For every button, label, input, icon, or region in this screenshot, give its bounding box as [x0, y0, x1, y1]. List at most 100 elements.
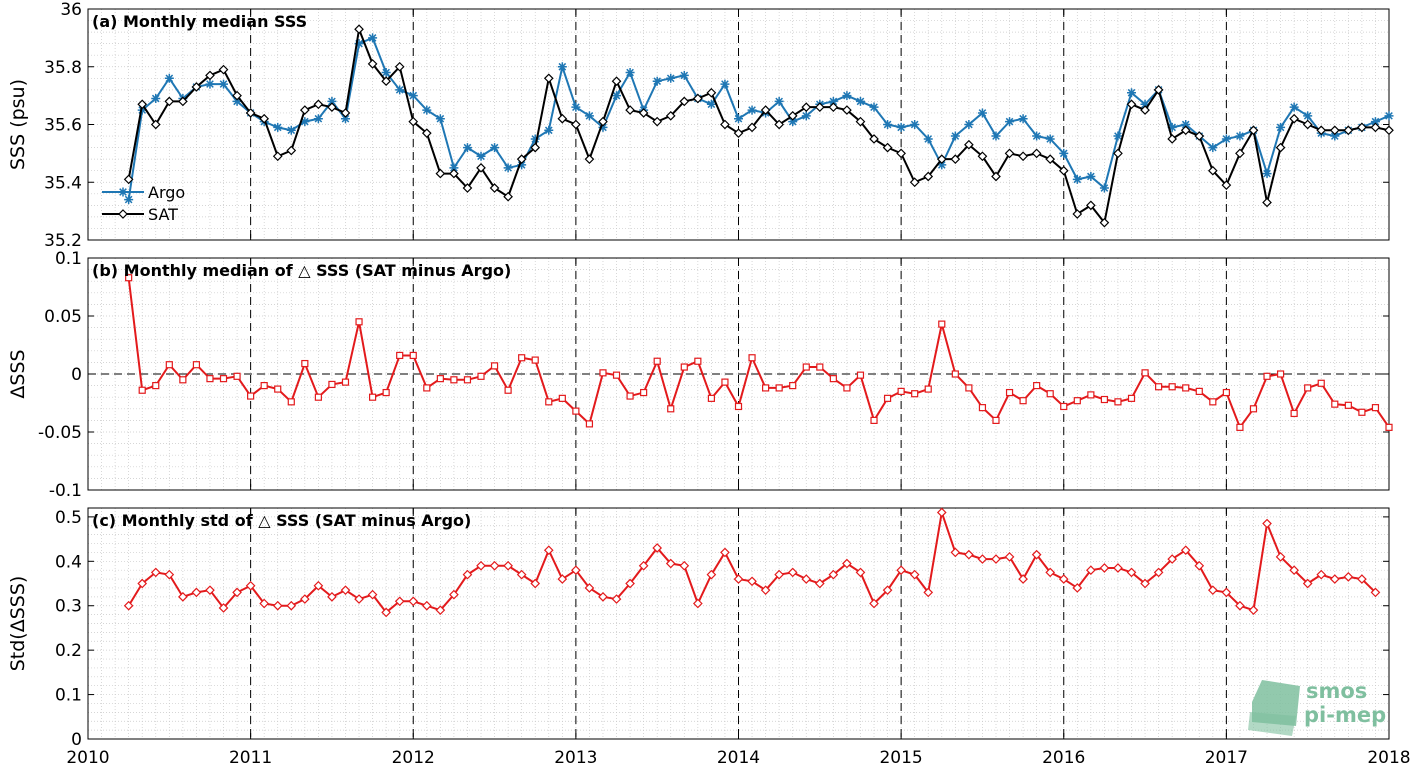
data-point: [1046, 390, 1054, 398]
data-point: [611, 594, 622, 604]
data-point: [1329, 574, 1340, 584]
data-point: [489, 183, 500, 193]
data-point: [1344, 401, 1352, 409]
logo-mark-lower: [1248, 712, 1296, 736]
data-point: [408, 91, 418, 101]
data-point: [760, 105, 771, 115]
data-point: [1032, 131, 1042, 141]
data-point: [206, 375, 214, 383]
data-point: [354, 594, 364, 604]
data-point: [1045, 567, 1056, 578]
data-point: [354, 39, 364, 49]
data-point: [164, 73, 174, 83]
data-point: [1370, 587, 1381, 598]
data-point: [327, 96, 337, 106]
data-point: [1384, 125, 1394, 136]
data-point: [517, 160, 527, 170]
data-point: [789, 382, 797, 390]
data-point: [477, 372, 485, 380]
data-point: [721, 378, 729, 386]
data-point: [1058, 165, 1069, 176]
y-tick-label: -0.1: [49, 481, 82, 501]
data-point: [965, 384, 973, 392]
data-point: [788, 117, 798, 127]
x-tick-label: 2012: [392, 748, 435, 768]
data-point: [679, 70, 689, 80]
data-point: [584, 583, 595, 593]
data-point: [924, 385, 932, 393]
data-point: [151, 94, 161, 104]
data-point: [1180, 545, 1191, 556]
data-point: [1276, 122, 1286, 132]
data-point: [964, 549, 974, 560]
data-point: [489, 560, 500, 571]
x-tick-label: 2013: [554, 748, 597, 768]
y-tick-label: 35.6: [44, 116, 82, 136]
data-point: [1275, 142, 1286, 153]
data-point: [503, 163, 513, 173]
data-point: [179, 376, 187, 384]
data-point: [992, 416, 1000, 424]
data-point: [855, 96, 865, 106]
data-point: [1194, 131, 1205, 141]
data-point: [1005, 388, 1014, 397]
series-line: [127, 25, 1390, 226]
series-line: [127, 277, 1390, 430]
data-point: [150, 119, 161, 130]
data-point: [787, 567, 798, 578]
y-tick-label: 35.8: [44, 58, 82, 78]
y-tick-label: 0.5: [55, 508, 82, 528]
data-point: [1100, 395, 1109, 404]
data-point: [1018, 114, 1028, 124]
data-point: [1004, 148, 1015, 159]
data-point: [1005, 117, 1015, 127]
data-point: [299, 105, 310, 115]
data-point: [191, 82, 202, 92]
data-point: [1290, 409, 1298, 418]
data-point: [516, 569, 527, 580]
data-point: [638, 108, 649, 118]
data-point: [855, 567, 866, 578]
data-point: [950, 131, 960, 141]
data-point: [1207, 165, 1218, 176]
data-point: [286, 600, 297, 611]
data-point: [247, 392, 255, 400]
panel-a-monthly-median-sss: 35.2 35.4 35.6 35.8 36 SSS (psu) (a) Monthly m…: [7, 0, 1394, 251]
data-point: [652, 76, 662, 86]
data-point: [1168, 383, 1176, 391]
data-point: [829, 375, 837, 383]
data-point: [516, 154, 527, 164]
data-point: [748, 354, 756, 362]
data-point: [883, 120, 893, 129]
data-point: [1289, 113, 1299, 124]
data-point: [123, 600, 134, 611]
data-point: [828, 569, 839, 580]
data-point: [300, 117, 310, 127]
data-point: [1370, 122, 1381, 133]
data-point: [1209, 398, 1217, 406]
data-point: [272, 151, 283, 162]
x-tick-label: 2018: [1367, 748, 1410, 768]
data-point: [869, 134, 879, 144]
data-point: [1059, 148, 1069, 158]
data-point: [232, 90, 242, 101]
data-point: [1073, 397, 1081, 405]
logo-text-smos: smos: [1306, 679, 1367, 703]
data-point: [462, 143, 472, 153]
data-point: [259, 598, 270, 609]
data-point: [1018, 151, 1028, 162]
y-tick-label: 35.2: [44, 231, 82, 251]
data-point: [896, 148, 906, 159]
y-axis-label: ΔSSS: [7, 349, 29, 398]
data-point: [301, 359, 309, 368]
data-point: [1045, 154, 1056, 164]
data-point: [571, 102, 581, 112]
data-point: [1275, 552, 1286, 562]
data-point: [272, 600, 283, 611]
data-point: [734, 114, 743, 124]
data-point: [340, 585, 351, 596]
data-point: [625, 105, 635, 115]
data-point: [449, 589, 459, 600]
legend-sat-label: SAT: [148, 205, 178, 224]
